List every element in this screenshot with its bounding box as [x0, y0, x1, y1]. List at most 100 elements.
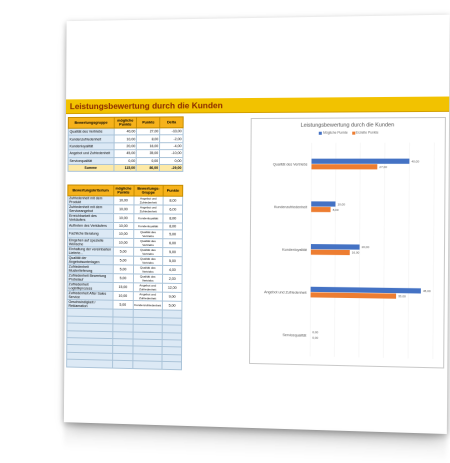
table-cell: 20,00 — [114, 143, 137, 150]
table-cell: Eingehen auf spezielle Wünsche — [67, 238, 113, 247]
criteria-table: Bewertungskriteriummögliche PunkteBewert… — [66, 185, 183, 370]
bar-data-label: 27,00 — [379, 165, 387, 169]
criteria-table-header: mögliche Punkte — [113, 185, 133, 196]
sum-cell: 115,00 — [114, 164, 137, 171]
table-cell: 0,00 — [137, 157, 160, 164]
table-cell: Geschwindigkeit / Reklamation — [67, 300, 113, 310]
table-cell: Servicequalität — [68, 157, 114, 164]
criteria-table-header: Punkte — [163, 185, 183, 196]
group-table-header: mögliche Punkte — [114, 117, 137, 128]
empty-cell — [132, 361, 162, 369]
chart-plot: Qualität des Vertriebs 40,00 27,00 Kundenzu… — [250, 118, 445, 367]
bar-data-label: 16,00 — [352, 251, 360, 255]
bar-achieved — [311, 164, 377, 169]
category-label: Servicequalität — [283, 333, 307, 338]
table-cell: 2,00 — [163, 275, 183, 284]
sum-cell: 86,00 — [136, 164, 159, 171]
table-cell: 0,00 — [160, 157, 183, 164]
bar-data-label: 0,00 — [312, 330, 318, 334]
table-row: Angebot und Zufriedenheit45,0035,00-10,0… — [68, 150, 183, 157]
gridline — [334, 143, 336, 357]
table-cell: 5,00 — [113, 274, 133, 283]
sum-cell: -29,00 — [160, 164, 183, 171]
table-cell: 10,00 — [113, 230, 133, 239]
table-cell: -13,00 — [160, 128, 183, 135]
table-cell: 5,00 — [113, 301, 133, 310]
table-cell: 27,00 — [137, 128, 160, 135]
gridline — [433, 143, 435, 359]
table-cell: 12,00 — [163, 284, 183, 293]
table-cell: 5,00 — [113, 256, 133, 265]
table-cell: 5,00 — [162, 301, 182, 310]
table-cell: Angebot und Zufriedenheit — [133, 205, 163, 214]
table-cell: 5,00 — [113, 265, 133, 274]
table-cell: Kundenzufriedenheit — [68, 135, 114, 142]
table-cell: Angebot und Zufriedenheit — [134, 196, 164, 205]
category-label: Kundenloyalität — [282, 248, 307, 252]
table-cell: 16,00 — [137, 143, 160, 150]
table-cell: Qualität der Angebotsunterlagen — [67, 256, 113, 265]
table-cell: 45,00 — [114, 150, 137, 157]
table-row: Erreichbarkeit des Verkäufers10,00Kunden… — [68, 213, 183, 223]
bar-possible — [311, 287, 421, 294]
table-cell: Einhaltung der vereinbarten Lieferte... — [67, 247, 113, 256]
category-label: Angebot und Zufriedenheit — [264, 290, 307, 295]
table-cell: Angebot und Zufriedenheit — [68, 150, 114, 157]
category-label: Qualität des Vertriebs — [273, 163, 308, 167]
table-cell: Qualität des Vertriebs — [133, 265, 163, 274]
bar-data-label: 0,00 — [312, 336, 318, 340]
table-cell: 15,00 — [113, 283, 133, 292]
table-cell: Zufriedenheit mit dem Serviceangebot — [68, 205, 114, 214]
table-cell: 8,00 — [163, 196, 183, 205]
table-cell: 5,00 — [163, 248, 183, 257]
table-cell: Zufriedenheit Musterlieferung — [67, 265, 113, 274]
bar-possible — [311, 201, 335, 206]
bar-achieved — [311, 250, 350, 256]
table-cell: 6,00 — [163, 239, 183, 248]
table-cell: 35,00 — [137, 150, 160, 157]
table-row: Servicequalität0,000,000,00 — [68, 157, 183, 164]
group-table: Bewertungsgruppemögliche PunktePunkteDel… — [67, 116, 183, 172]
bar-possible — [311, 244, 360, 250]
bar-data-label: 10,00 — [337, 202, 345, 206]
bar-achieved — [311, 207, 330, 212]
document-preview: Leistungsbewertung durch die Kunden Bewe… — [0, 0, 450, 450]
empty-cell — [112, 360, 132, 368]
table-cell: Qualität des Vertriebs — [133, 257, 163, 266]
page-shadow — [64, 424, 447, 463]
table-cell: Kundenloyalität — [133, 214, 163, 223]
empty-cell — [162, 362, 181, 370]
table-cell: Qualität des Vertriebs — [133, 248, 163, 257]
bar-data-label: 40,00 — [411, 159, 419, 163]
table-cell: 10,00 — [113, 205, 133, 214]
empty-cell — [67, 359, 113, 367]
table-cell: 10,00 — [113, 214, 133, 223]
page-title: Leistungsbewertung durch die Kunden — [70, 98, 223, 113]
table-cell: 10,00 — [113, 196, 133, 205]
table-cell: 6,00 — [163, 205, 183, 214]
sum-cell: Summe — [68, 164, 114, 171]
table-cell: 40,00 — [114, 128, 137, 135]
table-cell: Zufriedenheit After Sales Service — [67, 291, 113, 301]
category-label: Kundenzufriedenheit — [274, 205, 307, 209]
gridline — [383, 143, 385, 358]
table-cell: 0,00 — [114, 157, 137, 164]
spreadsheet-page: Leistungsbewertung durch die Kunden Bewe… — [64, 15, 450, 434]
table-cell: -2,00 — [160, 135, 183, 142]
criteria-table-header: Bewertungs-Gruppe — [134, 185, 164, 196]
table-cell: Qualität des Vertriebs — [133, 274, 163, 283]
table-cell: Fachliche Beratung — [68, 229, 114, 238]
group-table-header: Punkte — [137, 117, 160, 128]
table-cell: -4,00 — [160, 142, 183, 149]
table-cell: Kundenloyalität — [68, 143, 114, 150]
sum-row: Summe115,0086,00-29,00 — [68, 164, 183, 171]
bar-data-label: 35,00 — [398, 294, 406, 298]
table-row: Zufriedenheit mit dem Serviceangebot10,0… — [68, 205, 183, 214]
group-table-header: Bewertungsgruppe — [68, 117, 114, 128]
table-cell: 9,00 — [162, 293, 182, 302]
table-cell: 4,00 — [163, 266, 183, 275]
bar-data-label: 8,00 — [333, 208, 339, 212]
bar-possible — [311, 159, 409, 164]
table-cell: 10,00 — [114, 135, 137, 142]
table-cell: Erreichbarkeit des Verkäufers — [68, 213, 114, 222]
